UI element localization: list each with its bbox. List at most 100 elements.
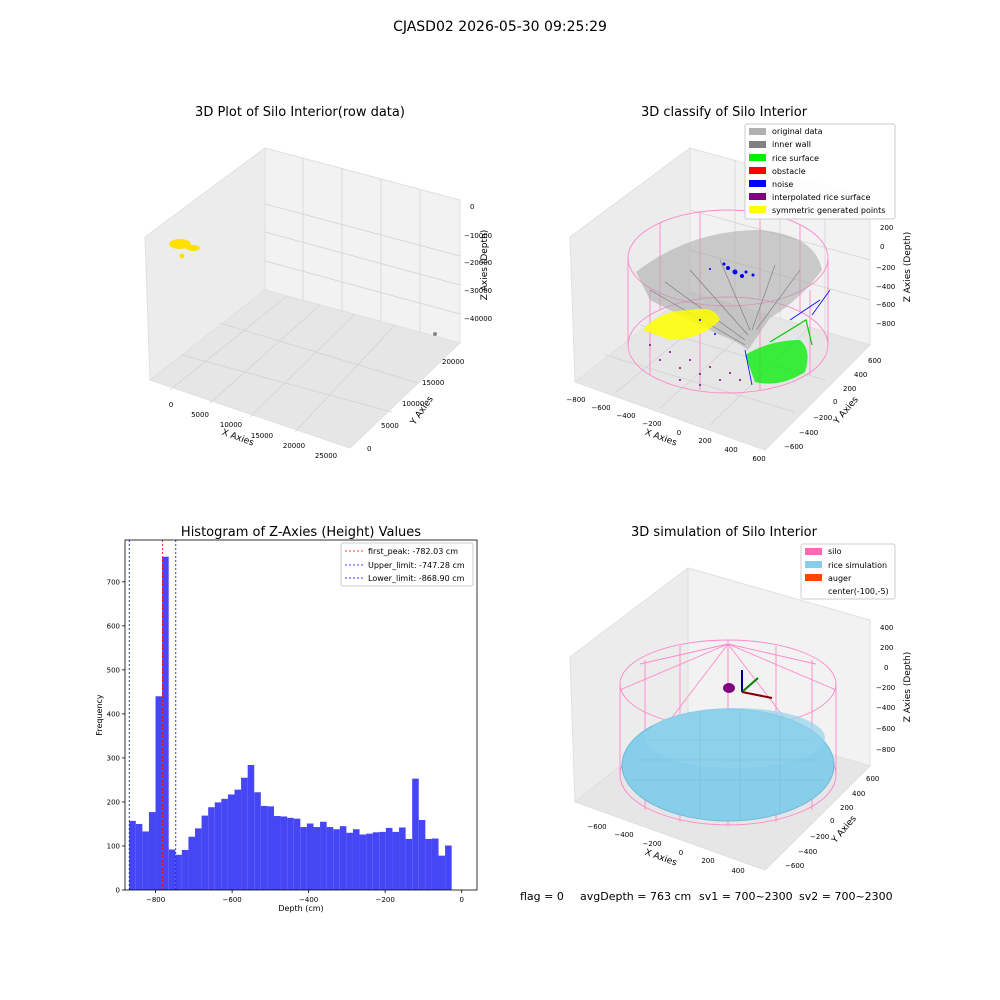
histogram-xtick-label: 0 bbox=[459, 896, 463, 904]
histogram-bar bbox=[214, 802, 222, 890]
raw-3d-ytick: 10000 bbox=[402, 400, 424, 408]
raw-3d-point-cluster bbox=[169, 239, 191, 249]
histogram-bar bbox=[366, 833, 373, 890]
raw-3d-point-outlier bbox=[433, 332, 437, 336]
classify-3d-ytick: −400 bbox=[799, 429, 818, 437]
classify-3d-ytick: 200 bbox=[843, 385, 856, 393]
simulation-3d-ztick: −200 bbox=[876, 684, 895, 692]
legend-label-center: center(-100,-5) bbox=[828, 587, 889, 596]
classify-3d-ztick: −800 bbox=[876, 320, 895, 328]
simulation-3d-rice-mesh bbox=[630, 710, 825, 820]
simulation-3d-title: 3D simulation of Silo Interior bbox=[631, 525, 818, 540]
classify-3d-xtick: 600 bbox=[752, 455, 765, 463]
panel-raw-3d: 3D Plot of Silo Interior(row data) 0 500… bbox=[144, 105, 492, 460]
histogram-bar bbox=[175, 854, 182, 890]
histogram-bars bbox=[129, 556, 452, 890]
histogram-bar bbox=[287, 817, 294, 890]
classify-3d-xtick: 0 bbox=[677, 429, 681, 437]
legend-swatch-original-data bbox=[749, 128, 766, 135]
raw-3d-xtick: 20000 bbox=[283, 442, 305, 450]
simulation-3d-center-axis-y bbox=[741, 677, 759, 693]
histogram-ylabel: Frequency bbox=[95, 694, 104, 736]
histogram-title: Histogram of Z-Axies (Height) Values bbox=[181, 525, 421, 540]
raw-3d-ztick: −20000 bbox=[464, 259, 492, 267]
simulation-3d-ytick: 200 bbox=[840, 804, 853, 812]
panel-simulation-3d: 3D simulation of Silo Interior −6 bbox=[569, 525, 913, 875]
raw-3d-ytick: 0 bbox=[367, 445, 371, 453]
raw-3d-xtick: 5000 bbox=[191, 411, 209, 419]
histogram-ytick-label: 0 bbox=[116, 887, 120, 895]
legend-label-first-peak: first_peak: -782.03 cm bbox=[368, 547, 458, 556]
status-footer: flag = 0 avgDepth = 763 cm sv1 = 700~230… bbox=[520, 890, 893, 903]
raw-3d-ztick: −30000 bbox=[464, 287, 492, 295]
histogram-bar bbox=[168, 849, 176, 890]
raw-3d-ytick: 5000 bbox=[381, 422, 399, 430]
histogram-bar bbox=[320, 821, 327, 890]
legend-label-upper-limit: Upper_limit: -747.28 cm bbox=[368, 561, 465, 570]
histogram-bar bbox=[405, 838, 413, 890]
footer-sv1: sv1 = 700~2300 bbox=[699, 890, 793, 903]
legend-label-noise: noise bbox=[772, 180, 793, 189]
classify-3d-rice-surface bbox=[745, 340, 808, 384]
figure-suptitle: CJASD02 2026-05-30 09:25:29 bbox=[393, 19, 607, 35]
histogram-bar bbox=[247, 764, 255, 890]
classify-3d-ztick: −600 bbox=[876, 301, 895, 309]
raw-3d-xtick: 10000 bbox=[220, 421, 242, 429]
classify-3d-title: 3D classify of Silo Interior bbox=[641, 105, 808, 120]
simulation-3d-ytick: 600 bbox=[866, 775, 879, 783]
legend-label-auger: auger bbox=[828, 574, 852, 583]
simulation-3d-ztick: −600 bbox=[876, 725, 895, 733]
simulation-3d-xtick: 200 bbox=[701, 857, 714, 865]
classify-3d-ytick: −600 bbox=[784, 443, 803, 451]
raw-3d-xtick: 15000 bbox=[251, 432, 273, 440]
legend-swatch-rice-surface bbox=[749, 154, 766, 161]
histogram-bar bbox=[227, 794, 235, 890]
classify-3d-rice-surface-ridge bbox=[769, 319, 813, 346]
classify-3d-inner-wall bbox=[636, 230, 822, 350]
legend-label-inner-wall: inner wall bbox=[772, 140, 811, 149]
classify-3d-xtick: 400 bbox=[724, 446, 737, 454]
simulation-3d-xtick: −200 bbox=[642, 840, 661, 848]
footer-flag: flag = 0 bbox=[520, 890, 564, 903]
classify-3d-ytick: 0 bbox=[833, 398, 837, 406]
simulation-3d-ytick: 0 bbox=[830, 817, 834, 825]
classify-3d-xtick: −400 bbox=[616, 412, 635, 420]
classify-3d-ztick: −200 bbox=[876, 264, 895, 272]
histogram-bar bbox=[129, 820, 136, 890]
legend-label-lower-limit: Lower_limit: -868.90 cm bbox=[368, 574, 465, 583]
raw-3d-point-stray bbox=[179, 253, 185, 259]
histogram-ytick-label: 300 bbox=[107, 754, 120, 762]
histogram-bar bbox=[273, 816, 281, 890]
classify-3d-ztick: 0 bbox=[880, 243, 884, 251]
classify-3d-noise-streak bbox=[744, 289, 831, 386]
histogram-bar bbox=[162, 556, 169, 890]
simulation-3d-ytick: 400 bbox=[852, 790, 865, 798]
simulation-3d-ytick: −600 bbox=[785, 862, 804, 870]
simulation-3d-ztick: −800 bbox=[876, 746, 895, 754]
histogram-bar bbox=[221, 798, 228, 890]
raw-3d-ytick: 20000 bbox=[442, 358, 464, 366]
raw-3d-ztick: −40000 bbox=[464, 315, 492, 323]
simulation-3d-xtick: 0 bbox=[679, 849, 683, 857]
classify-3d-xtick: −600 bbox=[591, 404, 610, 412]
histogram-ytick-label: 700 bbox=[107, 578, 120, 586]
simulation-3d-center-axis-x bbox=[741, 691, 773, 699]
histogram-bar bbox=[135, 823, 143, 890]
histogram-bar bbox=[188, 836, 196, 890]
classify-3d-xtick: −800 bbox=[566, 396, 585, 404]
panel-histogram: Histogram of Z-Axies (Height) Values −80… bbox=[95, 525, 478, 913]
histogram-y-ticks: 0 100 200 300 400 500 600 700 bbox=[107, 578, 125, 895]
raw-3d-xtick: 0 bbox=[169, 401, 173, 409]
histogram-bar bbox=[148, 812, 156, 890]
raw-3d-xtick: 25000 bbox=[315, 452, 337, 460]
legend-swatch-symmetric-generated-points bbox=[749, 206, 766, 213]
legend-label-interpolated-rice-surface: interpolated rice surface bbox=[772, 193, 870, 202]
raw-3d-grid bbox=[169, 158, 461, 433]
classify-3d-ytick: −200 bbox=[813, 414, 832, 422]
legend-label-symmetric-generated-points: symmetric generated points bbox=[772, 206, 885, 215]
simulation-3d-xlabel: X Axies bbox=[643, 848, 678, 869]
classify-3d-ztick: 200 bbox=[880, 224, 893, 232]
histogram-bar bbox=[300, 827, 307, 890]
histogram-bar bbox=[260, 805, 268, 890]
